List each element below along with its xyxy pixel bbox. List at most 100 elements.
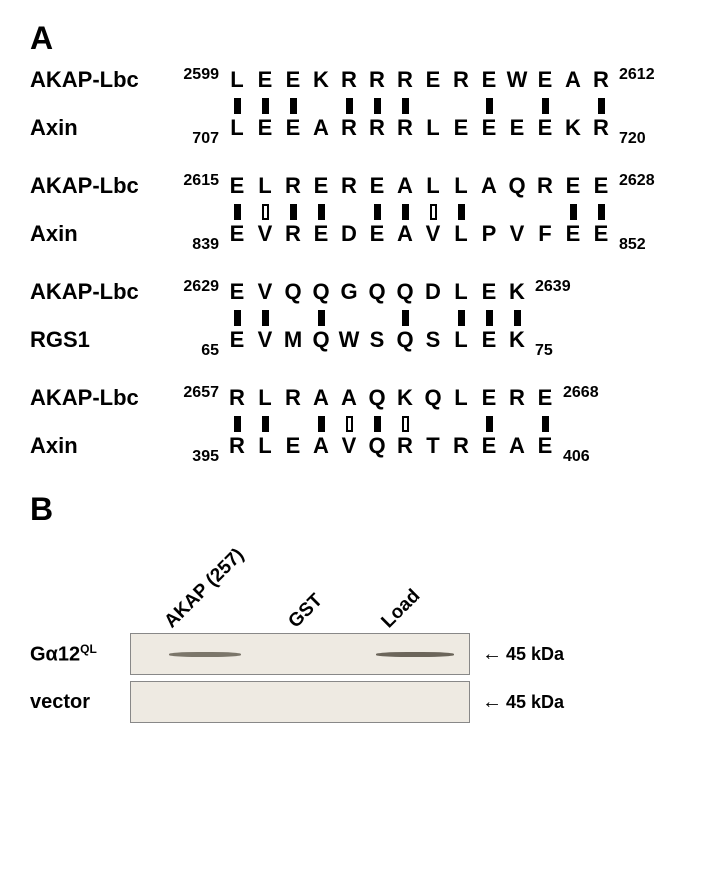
residue: E [279, 433, 307, 459]
end-position: 2639 [531, 278, 581, 296]
alignment-top-row: AKAP-Lbc2657RLRAAQKQLERE2668 [30, 385, 672, 415]
lane-label: AKAP (257) [160, 545, 248, 633]
match-cell [391, 310, 419, 326]
match-row [223, 309, 672, 327]
residue: E [587, 221, 615, 247]
residue: S [363, 327, 391, 353]
alignment-block: AKAP-Lbc2657RLRAAQKQLERE2668Axin395RLEAV… [30, 385, 672, 463]
residue: E [475, 433, 503, 459]
match-cell [279, 204, 307, 220]
blot-label: vector [30, 691, 120, 714]
residue: K [307, 67, 335, 93]
residue: D [335, 221, 363, 247]
match-cell [391, 204, 419, 220]
alignment-bottom-row: Axin707LEEARRRLEEEEKR720 [30, 115, 672, 145]
residue: W [503, 67, 531, 93]
match-similar-icon [402, 416, 409, 432]
residue: K [559, 115, 587, 141]
residue: W [335, 327, 363, 353]
residue: A [503, 433, 531, 459]
match-identical-icon [374, 204, 381, 220]
match-cell [363, 98, 391, 114]
residue: E [559, 221, 587, 247]
protein-label: AKAP-Lbc [30, 279, 175, 305]
residue: E [363, 221, 391, 247]
alignment-top-row: AKAP-Lbc2615ELREREALLAQREE2628 [30, 173, 672, 203]
residue: L [447, 279, 475, 305]
match-identical-icon [234, 310, 241, 326]
blot-band [169, 652, 241, 657]
residue: E [251, 115, 279, 141]
residue: L [447, 385, 475, 411]
protein-label: Axin [30, 115, 175, 141]
sequence: LEEKRRREREWEAR [223, 67, 615, 93]
match-cell [475, 98, 503, 114]
residue: E [223, 221, 251, 247]
protein-label: AKAP-Lbc [30, 67, 175, 93]
residue: R [391, 67, 419, 93]
residue: R [391, 433, 419, 459]
alignments-container: AKAP-Lbc2599LEEKRRREREWEAR2612Axin707LEE… [30, 67, 672, 463]
match-similar-icon [430, 204, 437, 220]
residue: T [419, 433, 447, 459]
blot-band [376, 652, 454, 657]
residue: K [503, 279, 531, 305]
alignment-top-row: AKAP-Lbc2629EVQQGQQDLEK2639 [30, 279, 672, 309]
arrow-left-icon: ← [482, 691, 502, 714]
match-identical-icon [514, 310, 521, 326]
residue: E [307, 221, 335, 247]
match-row [223, 203, 672, 221]
residue: V [251, 221, 279, 247]
protein-label: AKAP-Lbc [30, 173, 175, 199]
match-identical-icon [262, 310, 269, 326]
residue: R [531, 173, 559, 199]
residue: Q [307, 327, 335, 353]
residue: R [447, 67, 475, 93]
match-identical-icon [262, 416, 269, 432]
blot-section: AKAP (257)GSTLoad Gα12QL←45 kDavector←45… [30, 538, 672, 723]
marker-value: 45 kDa [506, 692, 564, 713]
residue: R [587, 115, 615, 141]
start-position: 65 [175, 342, 223, 360]
match-identical-icon [290, 204, 297, 220]
residue: Q [307, 279, 335, 305]
residue: E [559, 173, 587, 199]
match-identical-icon [402, 98, 409, 114]
match-cell [447, 310, 475, 326]
match-cell [335, 98, 363, 114]
marker-value: 45 kDa [506, 644, 564, 665]
match-cell [307, 204, 335, 220]
match-identical-icon [542, 98, 549, 114]
match-cell [251, 98, 279, 114]
residue: Q [391, 279, 419, 305]
match-identical-icon [598, 98, 605, 114]
residue: L [251, 433, 279, 459]
residue: Q [419, 385, 447, 411]
match-identical-icon [318, 416, 325, 432]
start-position: 2615 [175, 172, 223, 190]
match-cell [251, 416, 279, 432]
residue: K [391, 385, 419, 411]
residue: S [419, 327, 447, 353]
match-cell [587, 204, 615, 220]
end-position: 852 [615, 236, 665, 254]
sequence: ELREREALLAQREE [223, 173, 615, 199]
residue: E [419, 67, 447, 93]
residue: G [335, 279, 363, 305]
match-cell [363, 204, 391, 220]
residue: D [419, 279, 447, 305]
match-identical-icon [290, 98, 297, 114]
residue: L [447, 173, 475, 199]
match-identical-icon [598, 204, 605, 220]
residue: V [251, 327, 279, 353]
alignment-top-row: AKAP-Lbc2599LEEKRRREREWEAR2612 [30, 67, 672, 97]
panel-a-label: A [30, 20, 672, 57]
end-position: 2668 [559, 384, 609, 402]
residue: E [531, 115, 559, 141]
match-cell [587, 98, 615, 114]
match-cell [391, 98, 419, 114]
sequence: RLRAAQKQLERE [223, 385, 559, 411]
match-cell [279, 98, 307, 114]
match-identical-icon [374, 98, 381, 114]
residue: R [279, 173, 307, 199]
